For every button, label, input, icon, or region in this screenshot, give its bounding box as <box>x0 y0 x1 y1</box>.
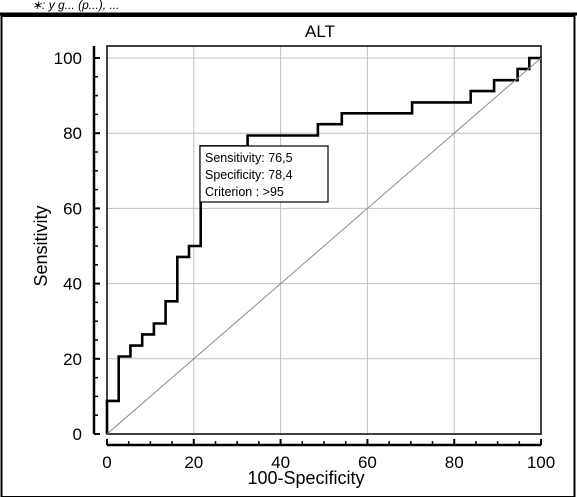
x-tick-label: 40 <box>271 453 290 472</box>
y-tick-label: 80 <box>63 124 82 143</box>
criterion-annotation: Sensitivity: 76,5 Specificity: 78,4 Crit… <box>199 145 329 203</box>
x-tick-label: 20 <box>184 453 203 472</box>
plot-frame <box>106 45 542 435</box>
x-tick-label: 0 <box>102 453 111 472</box>
grid-lines <box>107 46 541 434</box>
x-axis-label: 100-Specificity <box>247 468 364 488</box>
reference-diagonal-line <box>106 57 542 435</box>
annotation-specificity: Specificity: 78,4 <box>205 168 293 182</box>
y-tick-label: 60 <box>63 199 82 218</box>
y-axis-label: Sensitivity <box>31 205 51 286</box>
x-tick-label: 100 <box>527 453 555 472</box>
x-tick-label: 60 <box>358 453 377 472</box>
data-series <box>105 56 542 435</box>
annotation-criterion: Criterion : >95 <box>205 185 284 199</box>
x-tick-label: 80 <box>445 453 464 472</box>
figure-border <box>0 15 576 497</box>
y-tick-label: 20 <box>63 350 82 369</box>
y-tick-label: 100 <box>54 49 82 68</box>
chart-title: ALT <box>305 22 335 41</box>
header-caption: ∗: y g... (p...), ... <box>32 0 119 12</box>
y-tick-label: 0 <box>73 425 82 444</box>
y-tick-label: 40 <box>63 275 82 294</box>
plot-area: 0 20 40 60 80 100 0 20 40 60 80 100 Sensitivity: 76… <box>54 45 556 472</box>
annotation-sensitivity: Sensitivity: 76,5 <box>205 151 293 165</box>
annotation-box <box>199 145 329 203</box>
axis-ticks: 0 20 40 60 80 100 0 20 40 60 80 100 <box>54 49 556 472</box>
